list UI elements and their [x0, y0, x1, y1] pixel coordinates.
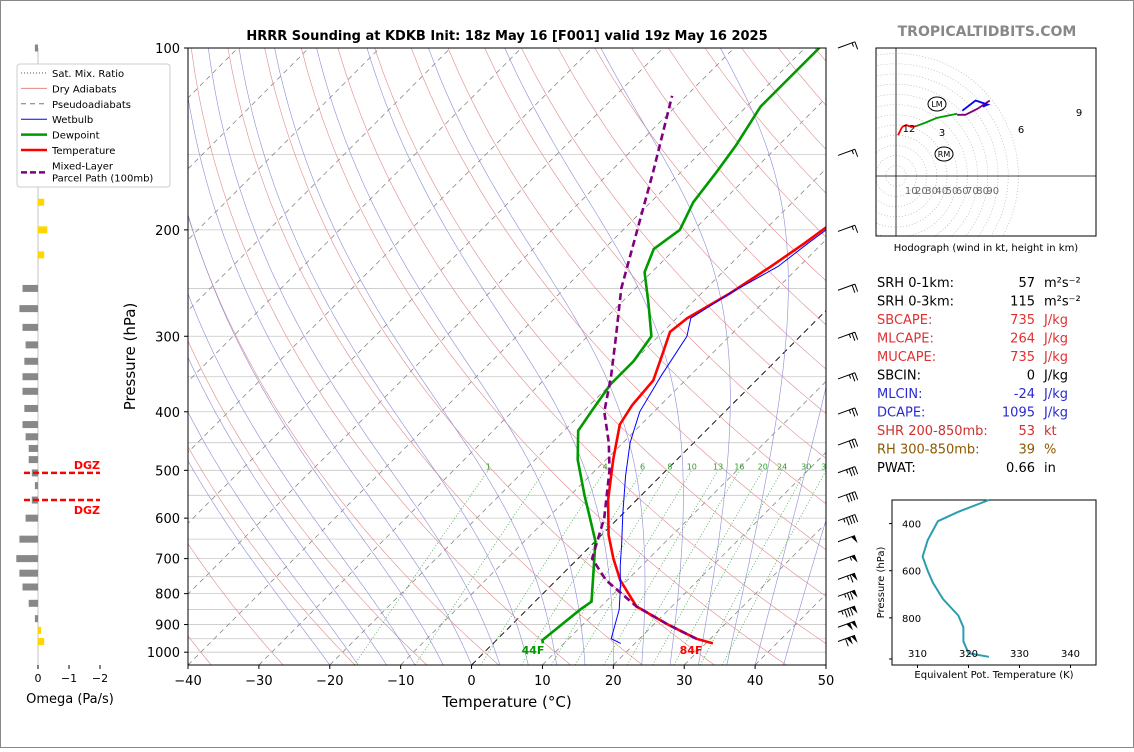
figure-frame — [0, 0, 1134, 748]
